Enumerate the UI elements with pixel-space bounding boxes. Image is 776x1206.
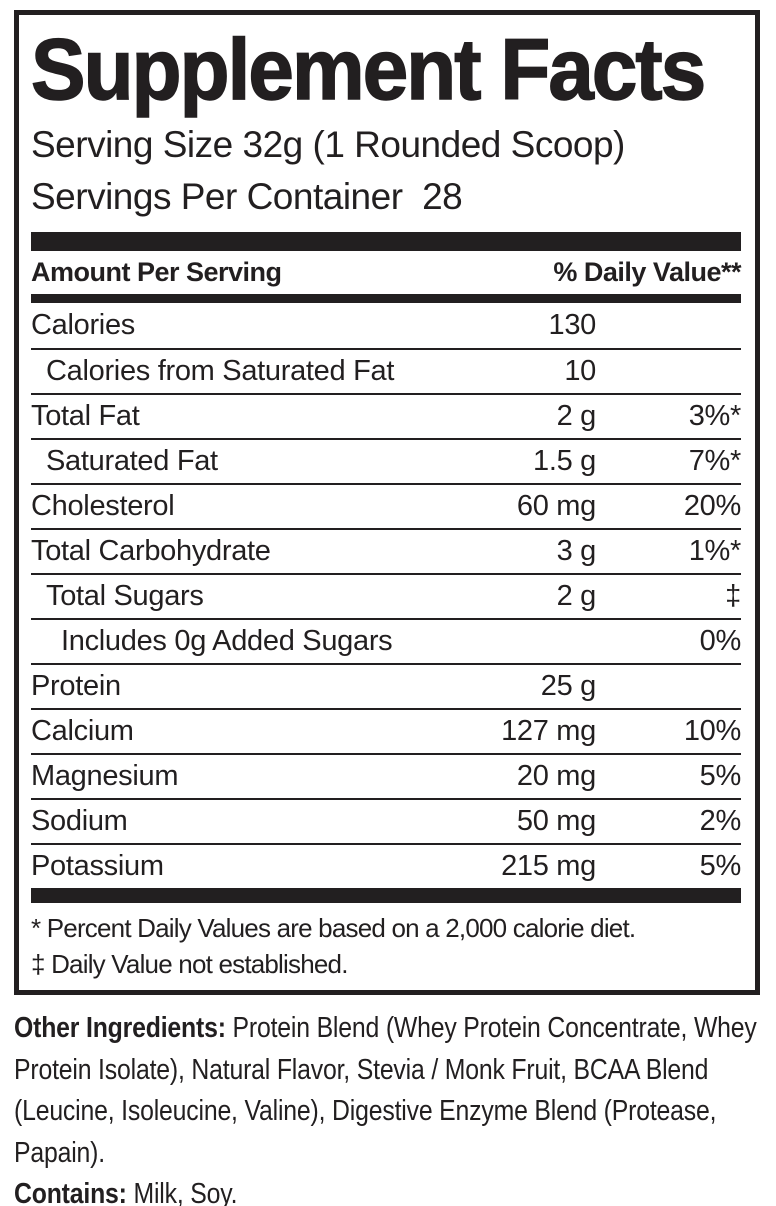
nutrient-row: Calories 130 [31, 303, 741, 348]
nutrient-amount: 2 g [556, 400, 597, 432]
nutrient-dv: 2% [699, 805, 742, 837]
nutrient-amount: 1.5 g [533, 445, 596, 477]
contains-label: Contains: [14, 1178, 127, 1206]
supplement-facts-panel: Supplement Facts Serving Size 32g (1 Rou… [14, 10, 760, 995]
nutrient-name: Saturated Fat [46, 445, 218, 477]
nutrient-row: Calcium 127 mg 10% [31, 708, 741, 753]
nutrient-row: Total Carbohydrate 3 g 1%* [31, 528, 741, 573]
divider-bar-medium [31, 294, 741, 303]
contains-text: Milk, Soy. [126, 1178, 238, 1206]
nutrient-row: Total Sugars 2 g ‡ [31, 573, 741, 618]
nutrient-row: Magnesium 20 mg 5% [31, 753, 741, 798]
nutrient-amount: 50 mg [516, 805, 596, 837]
nutrient-name: Protein [31, 670, 121, 702]
nutrient-row: Includes 0g Added Sugars 0% [31, 618, 741, 663]
nutrient-table: Calories 130 Calories from Saturated Fat… [31, 303, 741, 888]
nutrient-amount: 215 mg [501, 850, 596, 882]
nutrient-amount: 2 g [556, 580, 597, 612]
nutrient-name: Potassium [31, 850, 164, 882]
nutrient-amount: 3 g [556, 535, 597, 567]
nutrient-row: Saturated Fat 1.5 g 7%* [31, 438, 741, 483]
nutrient-dv: 7%* [688, 445, 742, 477]
footnote-daily-values: * Percent Daily Values are based on a 2,… [31, 913, 636, 943]
nutrient-row: Protein 25 g [31, 663, 741, 708]
nutrient-row: Calories from Saturated Fat 10 [31, 348, 741, 393]
nutrient-dv: 0% [699, 625, 742, 657]
ingredients-footer: Other Ingredients: Protein Blend (Whey P… [14, 1008, 774, 1206]
nutrient-dv: 20% [683, 490, 741, 522]
nutrient-amount: 130 [548, 309, 597, 341]
contains-statement: Contains: Milk, Soy. [14, 1174, 773, 1206]
servings-per-container-line: Servings Per Container 28 [31, 176, 463, 217]
footnote-not-established: ‡ Daily Value not established. [31, 949, 348, 979]
serving-size-line: Serving Size 32g (1 Rounded Scoop) [31, 124, 625, 165]
ingredients-footer-text: Other Ingredients: Protein Blend (Whey P… [14, 1008, 773, 1206]
nutrient-name: Total Carbohydrate [31, 535, 271, 567]
nutrient-row: Total Fat 2 g 3%* [31, 393, 741, 438]
nutrient-row: Sodium 50 mg 2% [31, 798, 741, 843]
nutrient-dv: 1%* [688, 535, 742, 567]
nutrient-name: Sodium [31, 805, 128, 837]
nutrient-amount: 60 mg [516, 490, 596, 522]
nutrient-row: Cholesterol 60 mg 20% [31, 483, 741, 528]
nutrient-name: Calcium [31, 715, 134, 747]
table-header-row: Amount Per Serving % Daily Value** [31, 251, 741, 294]
nutrient-dv: 3%* [688, 400, 742, 432]
panel-title: Supplement Facts [30, 22, 707, 118]
footnotes-block: * Percent Daily Values are based on a 2,… [31, 903, 741, 990]
nutrient-row: Potassium 215 mg 5% [31, 843, 741, 888]
nutrient-name: Total Fat [31, 400, 140, 432]
nutrient-dv: 5% [699, 850, 742, 882]
divider-bar-heavy-top [31, 232, 741, 251]
nutrient-dv: ‡ [725, 580, 741, 612]
nutrient-amount: 20 mg [516, 760, 596, 792]
nutrient-amount: 127 mg [501, 715, 596, 747]
other-ingredients-paragraph: Other Ingredients: Protein Blend (Whey P… [14, 1008, 773, 1174]
other-ingredients-text: Protein Blend (Whey Protein Concentrate,… [14, 1012, 757, 1169]
amount-per-serving-header: Amount Per Serving [31, 257, 282, 287]
nutrient-name: Calories from Saturated Fat [46, 355, 395, 387]
nutrient-name: Cholesterol [31, 490, 175, 522]
nutrient-dv: 10% [683, 715, 741, 747]
nutrient-name: Calories [31, 309, 135, 341]
nutrient-amount: 10 [564, 355, 596, 387]
daily-value-header: % Daily Value** [553, 257, 741, 287]
divider-bar-heavy-bottom [31, 888, 741, 903]
nutrient-name: Total Sugars [46, 580, 204, 612]
nutrient-name: Magnesium [31, 760, 179, 792]
nutrient-dv: 5% [699, 760, 742, 792]
other-ingredients-label: Other Ingredients: [14, 1012, 226, 1044]
nutrient-amount: 25 g [540, 670, 597, 702]
nutrient-name: Includes 0g Added Sugars [61, 625, 393, 657]
